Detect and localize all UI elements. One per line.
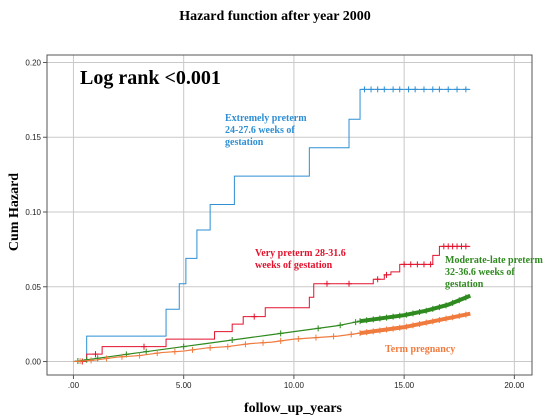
y-tick-label: 0.20 [25, 58, 41, 67]
dense-censor-band [359, 311, 471, 336]
censor-mark-very-preterm [420, 261, 427, 268]
censor-mark-extremely-preterm [361, 86, 368, 93]
censor-mark-very-preterm [462, 243, 469, 250]
censor-mark-term-pregnancy [260, 339, 267, 346]
x-tick-label: 5.00 [176, 381, 192, 390]
censor-mark-term-pregnancy [154, 350, 161, 357]
y-tick-label: 0.10 [25, 208, 41, 217]
chart-title: Hazard function after year 2000 [179, 9, 371, 24]
y-tick-label: 0.00 [25, 358, 41, 367]
censor-mark-very-preterm [427, 261, 434, 268]
censor-mark-term-pregnancy [330, 333, 337, 340]
dense-censor-band [359, 293, 472, 324]
series-label-line: Very preterm 28-31.6 [255, 248, 346, 259]
series-label-line: Extremely preterm [225, 113, 307, 124]
y-axis-label: Cum Hazard [7, 173, 22, 251]
censor-mark-very-preterm [251, 313, 258, 320]
censor-mark-moderate-late [315, 325, 322, 332]
series-label-line: Term pregnancy [385, 344, 455, 355]
censor-mark-very-preterm [383, 271, 390, 278]
series-line-very-preterm [73, 245, 471, 363]
censor-mark-term-pregnancy [295, 335, 302, 342]
censor-mark-extremely-preterm [462, 86, 469, 93]
censor-mark-very-preterm [374, 276, 381, 283]
x-axis-label: follow_up_years [244, 401, 343, 416]
censor-mark-extremely-preterm [368, 86, 375, 93]
censor-mark-moderate-late [229, 337, 236, 344]
censor-mark-term-pregnancy [118, 353, 125, 360]
censor-mark-term-pregnancy [77, 358, 84, 365]
censor-mark-very-preterm [92, 351, 99, 358]
y-tick-label: 0.15 [25, 133, 41, 142]
censor-mark-moderate-late [143, 348, 150, 355]
censor-mark-very-preterm [346, 280, 353, 287]
censor-mark-term-pregnancy [242, 341, 249, 348]
censor-mark-extremely-preterm [436, 86, 443, 93]
series-label-line: 32-36.6 weeks of [445, 267, 515, 278]
x-tick-label: 20.00 [504, 381, 525, 390]
censor-mark-very-preterm [401, 261, 408, 268]
censor-mark-term-pregnancy [88, 357, 95, 364]
censor-mark-term-pregnancy [277, 337, 284, 344]
censor-mark-very-preterm [414, 261, 421, 268]
series-layer [73, 86, 472, 365]
grid-layer [47, 55, 532, 375]
censor-mark-term-pregnancy [207, 344, 214, 351]
censor-mark-moderate-late [180, 343, 187, 350]
series-very-preterm [73, 243, 471, 365]
x-tick-label: 15.00 [394, 381, 415, 390]
series-label-line: Moderate-late preterm [445, 255, 543, 266]
censor-mark-term-pregnancy [189, 346, 196, 353]
y-tick-label: 0.05 [25, 283, 41, 292]
series-label-line: 24-27.6 weeks of [225, 125, 295, 136]
censor-mark-very-preterm [141, 343, 147, 350]
censor-mark-extremely-preterm [420, 86, 427, 93]
censor-mark-extremely-preterm [412, 86, 419, 93]
series-label-line: gestation [445, 279, 484, 290]
censor-mark-term-pregnancy [312, 334, 319, 341]
censor-mark-extremely-preterm [454, 86, 461, 93]
x-tick-label: 10.00 [284, 381, 305, 390]
censor-mark-term-pregnancy [171, 348, 178, 355]
censor-mark-extremely-preterm [405, 86, 412, 93]
censor-mark-term-pregnancy [103, 355, 110, 362]
log-rank-annotation: Log rank <0.001 [80, 67, 221, 89]
censor-mark-term-pregnancy [224, 343, 231, 350]
censor-mark-moderate-late [83, 356, 90, 363]
censor-mark-extremely-preterm [374, 86, 381, 93]
censor-mark-moderate-late [277, 330, 284, 337]
series-line-extremely-preterm [73, 88, 471, 363]
censor-mark-extremely-preterm [429, 86, 436, 93]
censor-mark-very-preterm [407, 261, 414, 268]
censor-mark-extremely-preterm [445, 86, 452, 93]
x-tick-label: .00 [68, 381, 80, 390]
censor-mark-extremely-preterm [381, 86, 388, 93]
axes-layer: .00 5.00 10.00 15.00 20.00 0.00 0.05 0.10 0.15 0.… [25, 58, 524, 390]
series-term-pregnancy [73, 311, 471, 365]
censor-mark-term-pregnancy [348, 331, 355, 338]
censor-mark-extremely-preterm [396, 86, 403, 93]
censor-mark-term-pregnancy [136, 352, 143, 359]
censor-mark-moderate-late [352, 319, 359, 326]
censor-mark-very-preterm [323, 280, 330, 287]
censor-mark-moderate-late [337, 322, 344, 329]
plot-frame [46, 54, 533, 376]
censor-mark-extremely-preterm [390, 86, 397, 93]
series-label-line: gestation [225, 137, 264, 148]
series-label-line: weeks of gestation [255, 260, 333, 271]
series-extremely-preterm [73, 86, 471, 363]
